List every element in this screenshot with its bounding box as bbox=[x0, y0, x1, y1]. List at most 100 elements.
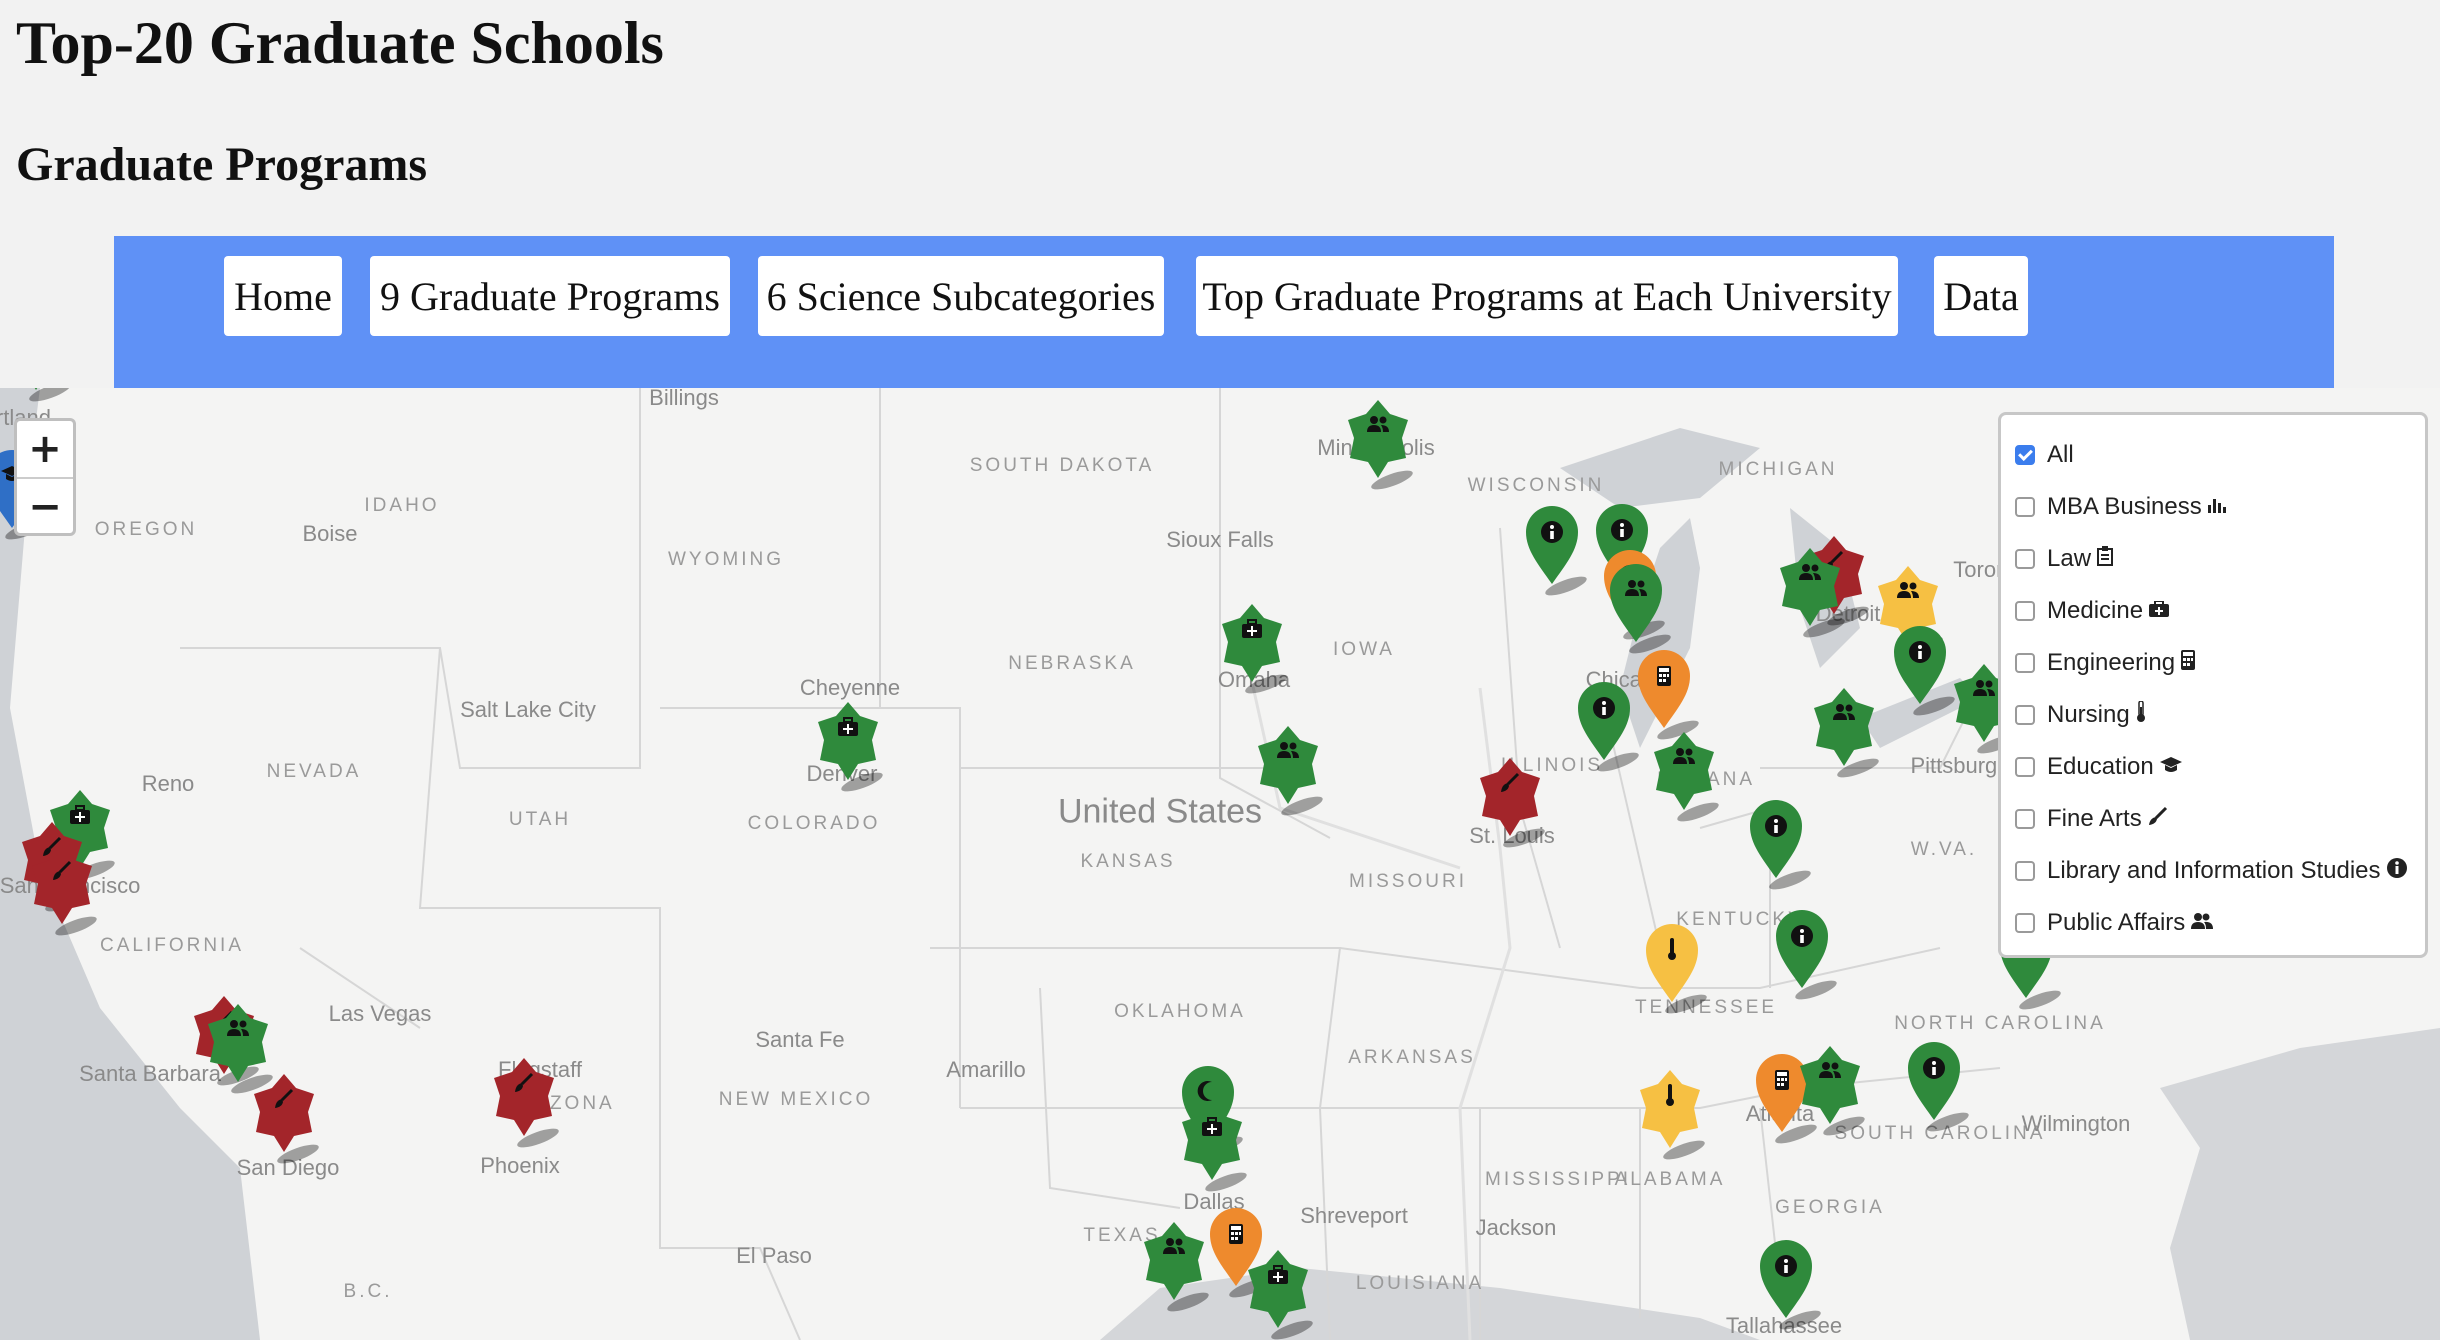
nav-graduate-programs[interactable]: 9 Graduate Programs bbox=[370, 256, 730, 336]
layer-checkbox[interactable] bbox=[2015, 757, 2035, 777]
map-marker[interactable] bbox=[1776, 910, 1839, 1004]
map-marker[interactable] bbox=[1182, 1066, 1245, 1160]
state-label: LOUISIANA bbox=[1355, 1273, 1485, 1294]
map-marker[interactable] bbox=[1144, 1222, 1211, 1316]
map-marker[interactable] bbox=[1638, 650, 1701, 744]
map-marker[interactable] bbox=[1654, 732, 1721, 826]
calculator-icon bbox=[2181, 650, 2196, 676]
layer-checkbox[interactable] bbox=[2015, 705, 2035, 725]
map-marker[interactable] bbox=[1222, 604, 1289, 698]
layer-checkbox[interactable] bbox=[2015, 913, 2035, 933]
layer-checkbox[interactable] bbox=[2015, 653, 2035, 673]
map-marker[interactable] bbox=[32, 846, 99, 940]
map-marker[interactable] bbox=[494, 1058, 561, 1152]
layer-option-medicine[interactable]: Medicine bbox=[2015, 585, 2425, 637]
layer-label: All bbox=[2047, 441, 2074, 468]
city-label: El Paso bbox=[736, 1243, 812, 1268]
city-label: Sioux Falls bbox=[1166, 527, 1274, 552]
zoom-out-button[interactable]: − bbox=[17, 477, 73, 535]
map-marker[interactable] bbox=[6, 388, 73, 406]
map-marker[interactable] bbox=[1210, 1208, 1273, 1302]
map-marker[interactable] bbox=[22, 822, 89, 916]
map-marker[interactable] bbox=[1800, 1046, 1867, 1140]
layer-checkbox[interactable] bbox=[2015, 861, 2035, 881]
map-marker[interactable] bbox=[1182, 1102, 1249, 1196]
map-marker[interactable] bbox=[1610, 564, 1673, 658]
state-label: NEVADA bbox=[266, 761, 362, 782]
city-label: Jackson bbox=[1475, 1215, 1557, 1240]
marker-layer bbox=[0, 388, 2063, 1340]
map-marker[interactable] bbox=[1780, 548, 1847, 642]
layer-option-education[interactable]: Education bbox=[2015, 741, 2425, 793]
map-marker[interactable] bbox=[208, 1004, 275, 1098]
layer-checkbox[interactable] bbox=[2015, 549, 2035, 569]
map-marker[interactable] bbox=[1814, 688, 1881, 782]
map-marker[interactable] bbox=[1894, 626, 1957, 720]
state-label: ARKANSAS bbox=[1348, 1047, 1476, 1068]
state-label: MISSISSIPPI bbox=[1485, 1169, 1631, 1190]
layer-label: Public Affairs bbox=[2047, 909, 2186, 936]
city-label: Pittsburgh bbox=[1910, 753, 2010, 778]
state-label: MICHIGAN bbox=[1718, 459, 1838, 480]
map-marker[interactable] bbox=[1878, 566, 1945, 660]
state-label: TEXAS bbox=[1083, 1225, 1161, 1246]
map-marker[interactable] bbox=[1954, 664, 2021, 758]
map-marker[interactable] bbox=[1760, 1240, 1823, 1334]
map-marker[interactable] bbox=[1578, 682, 1641, 776]
map-marker[interactable] bbox=[1750, 800, 1813, 894]
layer-option-fine-arts[interactable]: Fine Arts bbox=[2015, 793, 2425, 845]
state-label: COLORADO bbox=[747, 813, 881, 834]
map-marker[interactable] bbox=[1646, 924, 1709, 1018]
zoom-in-button[interactable]: + bbox=[28, 426, 62, 472]
nav-home[interactable]: Home bbox=[224, 256, 342, 336]
layer-label: Medicine bbox=[2047, 597, 2144, 624]
map-marker[interactable] bbox=[1348, 400, 1415, 494]
layer-checkbox[interactable] bbox=[2015, 601, 2035, 621]
state-label: B.C. bbox=[343, 1281, 393, 1302]
layer-option-law[interactable]: Law bbox=[2015, 533, 2425, 585]
layer-option-nursing[interactable]: Nursing bbox=[2015, 689, 2425, 741]
map-marker[interactable] bbox=[1908, 1042, 1971, 1136]
nav-data[interactable]: Data bbox=[1934, 256, 2028, 336]
state-label: NEBRASKA bbox=[1008, 653, 1136, 674]
city-label: Las Vegas bbox=[328, 1001, 432, 1026]
layer-option-engineering[interactable]: Engineering bbox=[2015, 637, 2425, 689]
layer-label: Law bbox=[2047, 545, 2092, 572]
layer-control: All MBA Business Law Medicine Engineeri bbox=[1998, 412, 2428, 958]
map-marker[interactable] bbox=[1640, 1070, 1707, 1164]
map-marker[interactable] bbox=[818, 702, 885, 796]
state-label: IOWA bbox=[1333, 639, 1395, 660]
nav-top-programs[interactable]: Top Graduate Programs at Each University bbox=[1196, 256, 1898, 336]
layer-option-library-information[interactable]: Library and Information Studies bbox=[2015, 845, 2425, 897]
state-label: ALABAMA bbox=[1614, 1169, 1726, 1190]
map[interactable]: United States OREGON IDAHO WYOMING SOUTH… bbox=[0, 388, 2440, 1340]
map-marker[interactable] bbox=[50, 790, 117, 884]
map-marker[interactable] bbox=[1596, 504, 1659, 598]
nav-science-subcategories[interactable]: 6 Science Subcategories bbox=[758, 256, 1164, 336]
state-label: SOUTH DAKOTA bbox=[969, 455, 1155, 476]
state-label: ILLINOIS bbox=[1500, 755, 1604, 776]
layer-checkbox[interactable] bbox=[2015, 809, 2035, 829]
map-marker[interactable] bbox=[254, 1074, 321, 1168]
layer-checkbox[interactable] bbox=[2015, 445, 2035, 465]
layer-option-all[interactable]: All bbox=[2015, 429, 2425, 481]
country-label: United States bbox=[1057, 792, 1263, 831]
city-label: Reno bbox=[141, 771, 195, 796]
map-marker[interactable] bbox=[1258, 726, 1325, 820]
layer-label: Library and Information Studies bbox=[2047, 857, 2381, 884]
map-basemap bbox=[0, 388, 2440, 1340]
city-label: Boise bbox=[302, 521, 358, 546]
map-marker[interactable] bbox=[1248, 1250, 1315, 1340]
layer-option-mba-business[interactable]: MBA Business bbox=[2015, 481, 2425, 533]
chart-icon bbox=[2207, 496, 2226, 519]
map-marker[interactable] bbox=[1756, 1054, 1819, 1148]
map-marker[interactable] bbox=[1526, 506, 1589, 600]
state-label: NEW MEXICO bbox=[718, 1089, 874, 1110]
city-label: Amarillo bbox=[946, 1057, 1026, 1082]
map-marker[interactable] bbox=[1480, 758, 1547, 852]
page-subtitle: Graduate Programs bbox=[16, 138, 428, 191]
city-label: Billings bbox=[649, 388, 719, 410]
layer-option-public-affairs[interactable]: Public Affairs bbox=[2015, 897, 2425, 949]
state-label: SOUTH CAROLINA bbox=[1834, 1123, 2046, 1144]
layer-checkbox[interactable] bbox=[2015, 497, 2035, 517]
